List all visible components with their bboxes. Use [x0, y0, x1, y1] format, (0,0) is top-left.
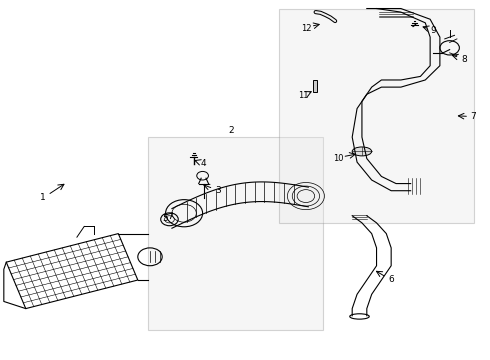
Text: 12: 12	[301, 24, 311, 33]
Bar	[147, 137, 323, 330]
Text: 2: 2	[228, 126, 234, 135]
Text: 5: 5	[163, 214, 169, 223]
Text: 4: 4	[201, 159, 206, 168]
Text: 6: 6	[388, 275, 394, 284]
Text: 7: 7	[470, 112, 476, 121]
Text: 8: 8	[462, 55, 467, 64]
Bar	[313, 80, 317, 93]
Text: 3: 3	[215, 185, 221, 194]
Text: 9: 9	[431, 26, 437, 35]
Ellipse shape	[352, 147, 372, 156]
Text: 11: 11	[298, 91, 308, 100]
Text: 1: 1	[40, 193, 46, 202]
Bar	[279, 9, 474, 223]
Text: 10: 10	[333, 154, 343, 163]
